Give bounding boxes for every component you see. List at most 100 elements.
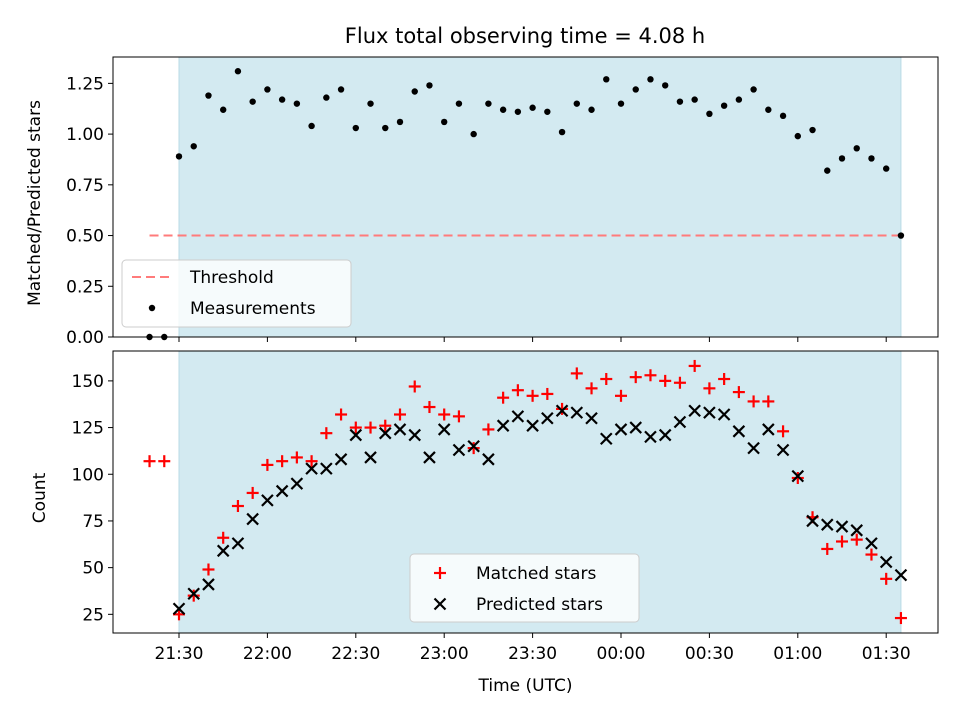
x-tick-label: 22:00 — [243, 644, 292, 664]
measurement-point — [809, 126, 816, 134]
matched-star-point — [202, 563, 215, 576]
predicted-star-point — [747, 441, 760, 455]
matched-star-point — [276, 455, 289, 468]
measurement-point — [853, 145, 860, 152]
predicted-star-point — [762, 423, 775, 436]
predicted-stars-legend-marker — [433, 597, 447, 611]
matched-star-point — [644, 369, 657, 382]
measurements-series — [146, 68, 905, 341]
measurement-point — [573, 100, 580, 107]
predicted-star-point — [717, 408, 731, 421]
measurement-point — [588, 106, 595, 113]
measurement-point — [883, 165, 890, 172]
threshold-legend-label: Threshold — [189, 268, 274, 288]
matched-star-point — [747, 395, 760, 408]
predicted-star-point — [865, 537, 878, 550]
matched-star-point — [231, 500, 244, 513]
predicted-star-point — [349, 428, 363, 442]
predicted-star-point — [423, 451, 436, 464]
matched-star-point — [865, 548, 878, 561]
measurement-point — [735, 96, 743, 103]
measurement-point — [544, 108, 551, 115]
matched-star-point — [452, 410, 465, 423]
matched-star-point — [158, 455, 171, 468]
measurement-point — [205, 92, 212, 99]
measurement-point — [662, 82, 669, 89]
ratio-y-axis-label: Matched/Predicted stars — [25, 100, 45, 306]
measurements-legend-swatch — [148, 304, 156, 312]
ratio-legend: Threshold Measurements — [121, 259, 352, 328]
count-y-tick-label: 150 — [72, 372, 104, 392]
x-tick-label: 00:00 — [597, 644, 646, 664]
x-tick-label: 23:30 — [508, 644, 557, 664]
matched-star-point — [349, 421, 362, 434]
matched-star-point — [541, 387, 554, 400]
ratio-y-tick-label: 0.50 — [66, 227, 104, 247]
predicted-star-point — [850, 524, 864, 537]
matched-star-point — [320, 427, 333, 440]
matched-star-point — [629, 371, 642, 384]
matched-star-point — [467, 442, 480, 455]
measurement-point — [720, 102, 728, 109]
predicted-star-point — [290, 477, 304, 490]
x-tick-label: 22:30 — [331, 644, 380, 664]
matched-star-point — [894, 612, 907, 625]
measurement-point — [323, 94, 330, 101]
count-legend-box — [409, 553, 640, 623]
ratio-y-tick-label: 0.00 — [66, 328, 104, 348]
measurement-point — [691, 96, 698, 103]
predicted-star-point — [688, 404, 701, 418]
measurement-point — [190, 143, 197, 150]
matched-star-point — [821, 542, 834, 555]
matched-star-point — [408, 380, 421, 393]
predicted-star-point — [776, 443, 790, 457]
figure-title: Flux total observing time = 4.08 h — [345, 24, 705, 48]
x-tick-label: 01:00 — [773, 644, 822, 664]
predicted-star-point — [452, 443, 466, 457]
matched-star-point — [688, 359, 701, 372]
predicted-star-point — [305, 462, 318, 475]
measurement-point — [470, 130, 477, 138]
measurement-point — [514, 108, 522, 115]
predicted-star-point — [187, 587, 201, 601]
predicted-star-point — [570, 406, 584, 419]
predicted-star-point — [820, 518, 834, 531]
count-y-tick-label: 75 — [82, 512, 104, 532]
measurement-point — [367, 100, 374, 107]
predicted-star-point — [526, 419, 539, 432]
predicted-star-point — [202, 578, 215, 591]
count-y-tick-label: 25 — [82, 605, 104, 625]
predicted-star-point — [644, 430, 657, 444]
measurement-point — [765, 106, 772, 113]
count-y-tick-label: 125 — [72, 419, 104, 439]
measurement-point — [352, 124, 359, 132]
matched-star-point — [497, 391, 510, 404]
ratio-x-ticks — [178, 337, 887, 342]
matched-stars-legend-swatch — [434, 567, 446, 579]
matched-star-point — [394, 408, 406, 421]
measurement-point — [499, 106, 507, 113]
measurement-point — [706, 110, 713, 118]
matched-star-point — [880, 572, 893, 585]
matched-star-point — [261, 458, 274, 471]
measurement-point — [441, 118, 448, 126]
x-tick-label: 00:30 — [685, 644, 734, 664]
matched-stars-legend-label: Matched stars — [476, 564, 596, 584]
measurement-point — [455, 100, 463, 107]
measurement-point — [278, 96, 286, 103]
predicted-star-point — [614, 423, 628, 436]
measurement-point — [234, 68, 242, 75]
ratio-y-tick-label: 0.75 — [66, 176, 104, 196]
matched-star-point — [718, 373, 731, 386]
predicted-star-point — [496, 419, 510, 432]
measurement-point — [411, 88, 418, 95]
predicted-star-point — [879, 555, 893, 569]
measurement-point — [308, 122, 315, 130]
predicted-star-point — [673, 415, 687, 429]
matched-star-point — [305, 455, 318, 468]
measurement-point — [293, 100, 301, 107]
measurement-point — [175, 153, 183, 160]
predicted-star-point — [216, 544, 230, 558]
ratio-panel: 0.00 0.25 0.50 0.75 1.00 1.25 Matched/Predict… — [25, 56, 939, 348]
count-panel: 25 50 75 100 125 150 21:30 22:00 22:30 23:00 23:3… — [30, 350, 939, 696]
